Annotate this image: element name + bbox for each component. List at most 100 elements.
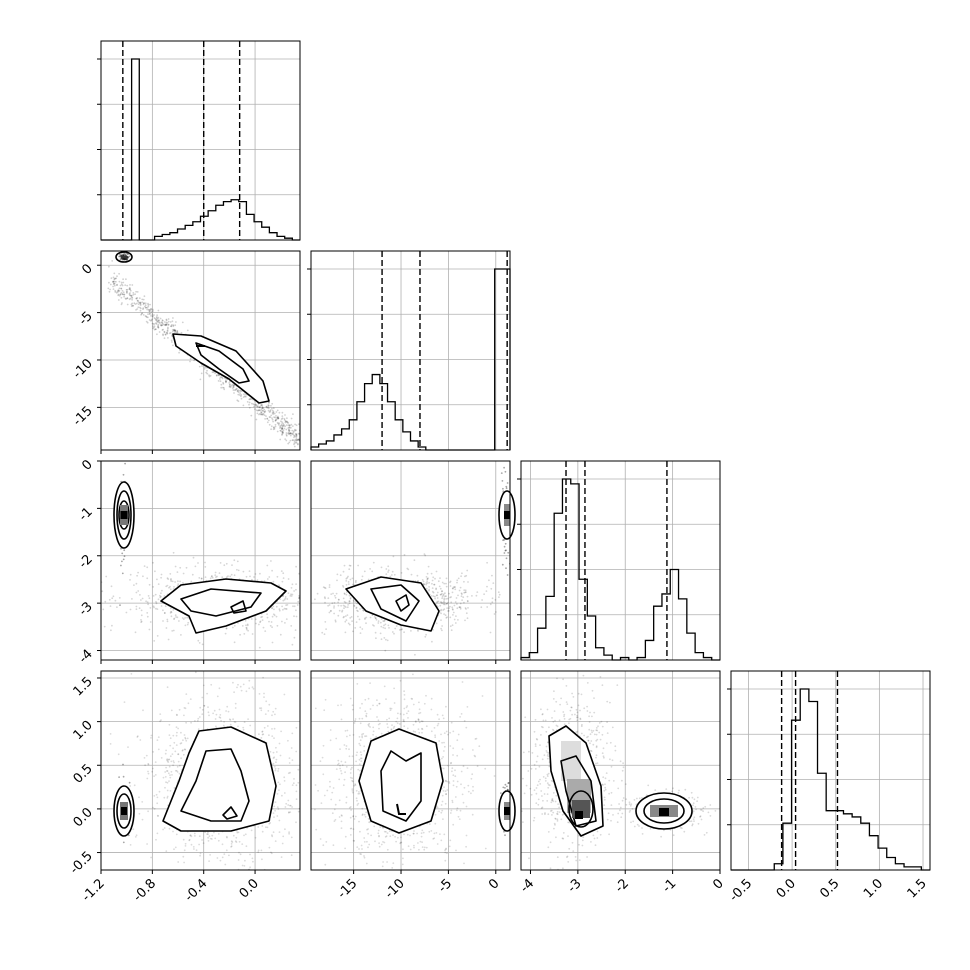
contour-outer (172, 333, 270, 404)
scatter-point (186, 623, 189, 626)
scatter-point (296, 439, 299, 442)
scatter-point (155, 838, 157, 841)
scatter-point (257, 826, 260, 828)
scatter-point (237, 831, 240, 834)
scatter-point (240, 394, 243, 396)
scatter-point (454, 586, 456, 588)
scatter-point (243, 865, 246, 867)
scatter-point (256, 579, 259, 582)
scatter-point (393, 702, 396, 704)
scatter-point (441, 581, 444, 584)
contour-cluster (116, 793, 132, 829)
scatter-point (263, 692, 265, 695)
scatter-point (141, 801, 144, 803)
scatter-point (443, 745, 446, 748)
scatter-point (440, 593, 442, 596)
scatter-point (177, 727, 180, 730)
scatter-point (118, 597, 121, 599)
scatter-point (263, 414, 266, 417)
scatter-point (440, 839, 443, 842)
scatter-point (147, 772, 150, 775)
scatter-point (285, 421, 288, 423)
scatter-point (156, 320, 158, 323)
scatter-point (435, 832, 438, 834)
scatter-point (207, 831, 209, 834)
scatter-point (268, 703, 271, 706)
scatter-point (152, 310, 155, 312)
scatter-point (498, 596, 500, 598)
scatter-point (201, 365, 204, 367)
scatter-point (112, 285, 114, 288)
scatter-point (288, 427, 291, 429)
scatter-point (166, 329, 169, 332)
scatter-point (165, 331, 168, 334)
scatter-point (295, 436, 298, 438)
scatter-point (120, 291, 123, 294)
scatter-point (342, 570, 345, 573)
scatter-point (412, 673, 414, 676)
scatter-point (170, 709, 173, 712)
scatter-point (243, 395, 246, 398)
scatter-point (391, 631, 394, 633)
scatter-point (126, 291, 128, 293)
scatter-point (503, 545, 506, 548)
scatter-point (323, 633, 326, 636)
scatter-point (152, 806, 154, 809)
scatter-point (180, 731, 182, 734)
contour-inner (222, 806, 238, 820)
scatter-point (182, 753, 185, 756)
scatter-point (324, 698, 327, 701)
scatter-point (225, 849, 228, 852)
scatter-point (147, 763, 150, 765)
scatter-point (441, 590, 444, 593)
scatter-point (498, 593, 501, 596)
scatter-point (123, 549, 126, 552)
scatter-point (140, 621, 143, 623)
scatter-point (334, 619, 337, 622)
scatter-point (176, 571, 179, 573)
scatter-point (173, 329, 176, 332)
scatter-point (183, 748, 186, 751)
scatter-point (505, 485, 508, 488)
scatter-point (279, 427, 281, 429)
scatter-point (155, 319, 158, 322)
scatter-point (461, 681, 464, 683)
scatter-point (387, 569, 390, 572)
scatter-point (115, 292, 118, 294)
panel-1-0 (97, 250, 301, 454)
scatter-point (463, 580, 465, 583)
scatter-point (439, 609, 442, 612)
scatter-point (445, 705, 447, 708)
scatter-point (142, 575, 144, 578)
scatter-point (434, 595, 436, 598)
contour-inner (395, 594, 410, 612)
scatter-point (349, 834, 352, 836)
scatter-point (158, 319, 161, 322)
scatter-point (172, 760, 175, 762)
scatter-point (214, 837, 217, 840)
scatter-point (205, 371, 208, 374)
scatter-point (129, 297, 132, 300)
scatter-point (166, 770, 169, 772)
scatter-point (314, 598, 316, 601)
scatter-point (142, 298, 145, 301)
scatter-point (260, 413, 262, 416)
scatter-point (157, 736, 160, 738)
scatter-point (448, 607, 450, 610)
scatter-point (297, 781, 300, 784)
scatter-point (262, 875, 264, 877)
scatter-point (361, 717, 364, 720)
scatter-point (357, 610, 359, 613)
scatter-point (157, 321, 160, 323)
scatter-point (172, 764, 175, 767)
scatter-point (268, 576, 271, 578)
scatter-point (199, 854, 202, 857)
scatter-point (200, 577, 203, 580)
density-peak (121, 807, 127, 815)
scatter-point (418, 848, 420, 851)
scatter-point (126, 258, 128, 261)
scatter-point (290, 423, 293, 426)
scatter-point (154, 328, 157, 331)
scatter-point (338, 799, 341, 802)
scatter-point (418, 721, 421, 724)
